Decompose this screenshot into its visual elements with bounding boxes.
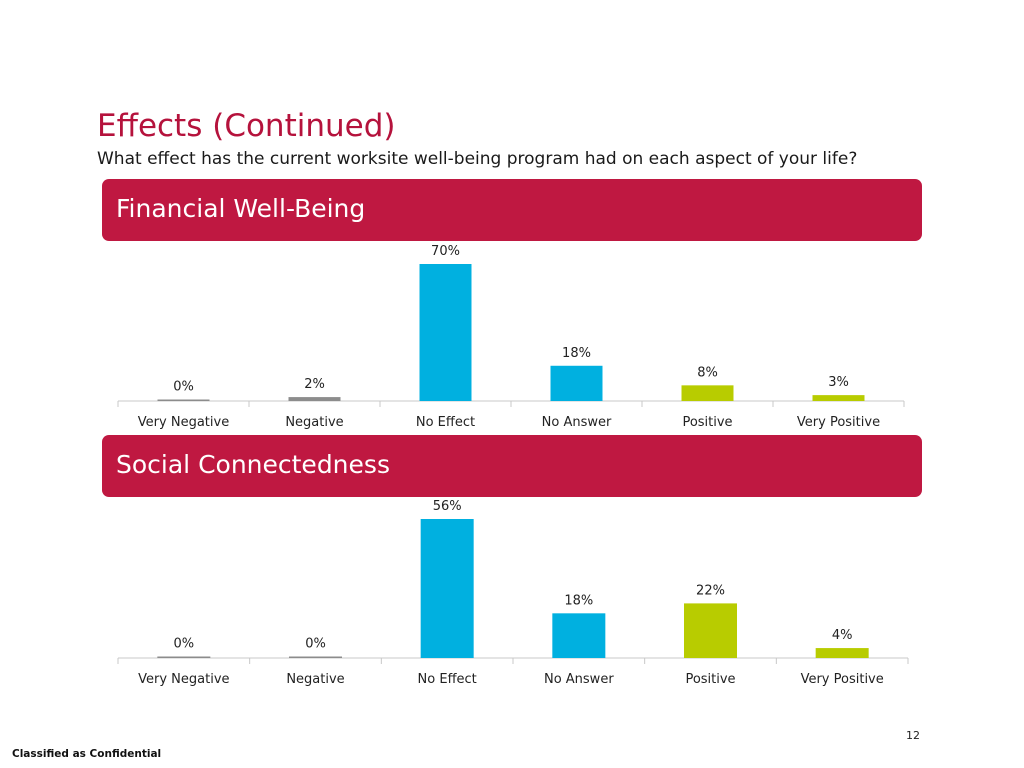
category-label: Very Negative <box>138 672 229 687</box>
bar <box>550 365 603 401</box>
category-label: Positive <box>685 672 735 687</box>
chart-financial-well-being: 0% Very Negative 2% Negative 70% No Effect 18%… <box>117 244 905 430</box>
data-label: 18% <box>562 346 591 361</box>
bar <box>157 656 211 658</box>
bar <box>681 385 734 401</box>
data-label: 2% <box>304 377 325 392</box>
category-label: No Effect <box>418 672 477 687</box>
category-label: Very Positive <box>801 672 884 687</box>
data-label: 0% <box>174 637 195 652</box>
category-label: No Answer <box>542 415 612 430</box>
slide-subtitle: What effect has the current worksite wel… <box>97 149 858 169</box>
data-label: 0% <box>305 637 326 652</box>
bar <box>684 603 737 658</box>
category-label: Very Positive <box>797 415 880 430</box>
section-header-social: Social Connectedness <box>102 435 922 497</box>
confidentiality-footer: Classified as Confidential <box>12 748 162 760</box>
bar <box>288 397 341 401</box>
data-label: 8% <box>697 365 718 380</box>
bar <box>812 395 865 401</box>
category-label: Negative <box>286 672 344 687</box>
data-label: 56% <box>433 499 462 514</box>
category-label: No Effect <box>416 415 475 430</box>
category-label: No Answer <box>544 672 614 687</box>
section-title-social: Social Connectedness <box>116 450 390 479</box>
page-number: 12 <box>906 729 920 742</box>
data-label: 0% <box>173 380 194 395</box>
category-label: Positive <box>682 415 732 430</box>
data-label: 3% <box>828 375 849 390</box>
category-label: Very Negative <box>138 415 229 430</box>
section-header-financial: Financial Well-Being <box>102 179 922 241</box>
data-label: 18% <box>564 593 593 608</box>
chart-social-connectedness: 0% Very Negative 0% Negative 56% No Effect 18%… <box>117 499 909 687</box>
bar <box>289 656 342 658</box>
category-label: Negative <box>285 415 343 430</box>
bar <box>420 519 474 658</box>
bar <box>552 613 606 658</box>
data-label: 22% <box>696 583 725 598</box>
bar <box>419 264 472 401</box>
data-label: 4% <box>832 628 853 643</box>
data-label: 70% <box>431 244 460 259</box>
section-title-financial: Financial Well-Being <box>116 194 366 223</box>
slide-title: Effects (Continued) <box>97 108 396 144</box>
bar <box>157 399 210 401</box>
bar <box>815 648 869 658</box>
